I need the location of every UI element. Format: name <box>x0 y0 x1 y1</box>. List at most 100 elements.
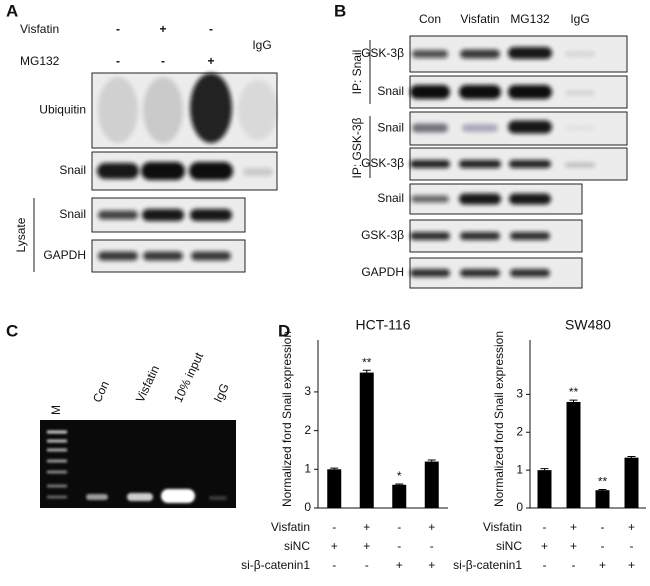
panel-letter: B <box>334 1 346 20</box>
bar <box>392 484 407 508</box>
blot-label: Snail <box>59 207 86 221</box>
blot-label: Ubiquitin <box>39 103 86 117</box>
y-tick-label: 0 <box>304 500 311 514</box>
blot-band <box>412 123 448 133</box>
lane-label: IgG <box>570 12 589 26</box>
panel-letter: D <box>278 321 290 340</box>
blot-band <box>143 251 183 261</box>
condition-sign: - <box>397 520 401 534</box>
treatment-sign: - <box>161 54 165 68</box>
group-label: IP: GSK-3β <box>350 117 364 178</box>
condition-sign: - <box>601 520 605 534</box>
lane-label: Visfatin <box>460 12 499 26</box>
bar <box>566 401 581 508</box>
gel-band <box>161 489 195 503</box>
condition-sign: - <box>430 539 434 553</box>
condition-sign: + <box>428 558 435 572</box>
y-tick-label: 2 <box>304 423 311 437</box>
condition-label: si-β-catenin1 <box>453 558 522 572</box>
condition-sign: + <box>331 539 338 553</box>
blot-band <box>459 160 501 168</box>
condition-sign: + <box>396 558 403 572</box>
gel-band <box>47 495 67 499</box>
gel-band <box>209 496 227 500</box>
blot-band <box>509 160 551 168</box>
condition-sign: + <box>628 520 635 534</box>
gel-band <box>47 439 67 443</box>
blot-label: GSK-3β <box>361 228 404 242</box>
condition-sign: - <box>572 558 576 572</box>
treatment-label: MG132 <box>20 54 60 68</box>
blot-band <box>565 125 595 131</box>
blot-band <box>191 251 231 261</box>
condition-label: siNC <box>284 539 310 553</box>
panel-letter: A <box>6 1 18 20</box>
y-tick-label: 2 <box>516 424 523 438</box>
condition-sign: - <box>543 558 547 572</box>
condition-sign: - <box>543 520 547 534</box>
bar <box>537 470 552 508</box>
treatment-sign: - <box>209 22 213 36</box>
blot-band <box>189 162 233 180</box>
blot-band <box>243 168 273 176</box>
significance: * <box>397 469 402 483</box>
condition-sign: - <box>397 539 401 553</box>
condition-sign: + <box>363 539 370 553</box>
treatment-label: Visfatin <box>20 22 59 36</box>
error-bar <box>395 483 404 486</box>
lane-label: IgG <box>252 38 271 52</box>
blot-band <box>98 77 138 143</box>
condition-label: si-β-catenin1 <box>241 558 310 572</box>
blot-band <box>410 85 450 99</box>
error-bar <box>362 369 371 375</box>
blot-band <box>410 232 450 240</box>
blot-band <box>141 162 185 180</box>
y-tick-label: 3 <box>304 384 311 398</box>
blot-label: GSK-3β <box>361 156 404 170</box>
condition-sign: + <box>363 520 370 534</box>
condition-sign: - <box>332 520 336 534</box>
blot-band <box>410 269 450 277</box>
blot-band <box>509 193 551 205</box>
lane-label: Visfatin <box>133 363 162 404</box>
blot-label: Snail <box>377 191 404 205</box>
blot-label: GSK-3β <box>361 46 404 60</box>
bar <box>327 469 342 508</box>
significance: ** <box>598 475 608 489</box>
error-bar <box>598 488 607 491</box>
blot-band <box>510 232 550 240</box>
panel-letter: C <box>6 321 18 340</box>
lane-label: IgG <box>211 381 232 404</box>
bar <box>624 457 639 508</box>
blot-band <box>565 90 595 96</box>
blot-band <box>190 73 232 143</box>
group-label: Lysate <box>14 217 28 252</box>
gel-band <box>47 484 67 488</box>
treatment-sign: + <box>207 54 214 68</box>
blot-band <box>510 269 550 277</box>
y-axis-label: Normalized ford Snail expression <box>280 331 294 507</box>
chart-title: HCT-116 <box>356 317 411 333</box>
y-axis-label: Normalized ford Snail expression <box>492 331 506 507</box>
gel-band <box>47 448 67 452</box>
blot-label: Snail <box>377 84 404 98</box>
y-tick-label: 3 <box>516 387 523 401</box>
gel-band <box>86 494 108 500</box>
blot-label: Snail <box>59 163 86 177</box>
condition-label: siNC <box>496 539 522 553</box>
condition-label: Visfatin <box>483 520 522 534</box>
condition-sign: + <box>541 539 548 553</box>
condition-label: Visfatin <box>271 520 310 534</box>
blot-band <box>508 47 552 59</box>
bar <box>595 490 610 508</box>
blot-band <box>459 193 501 205</box>
blot-label: Snail <box>377 121 404 135</box>
gel-band <box>47 470 67 474</box>
blot-band <box>460 232 500 240</box>
error-bar <box>627 455 636 459</box>
condition-sign: + <box>628 558 635 572</box>
gel-band <box>127 493 153 501</box>
blot-band <box>565 162 595 168</box>
